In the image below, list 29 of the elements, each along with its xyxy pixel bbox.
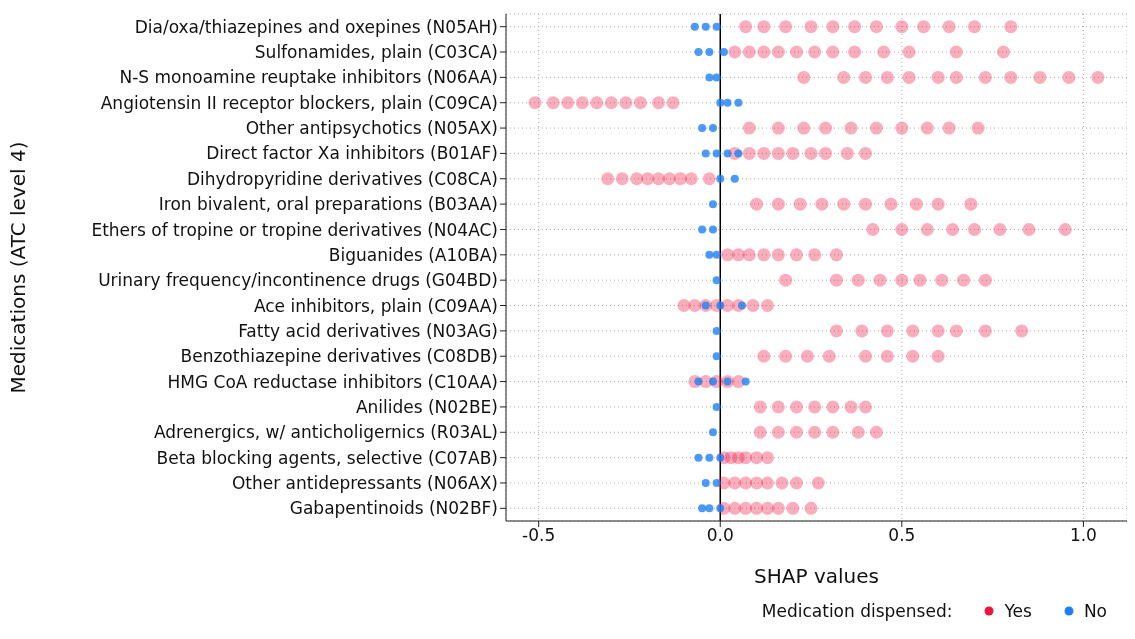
x-tick-label: 0.0	[706, 525, 734, 546]
legend-label: No	[1083, 601, 1107, 621]
y-tick-label: Adrenergics, w/ anticholigernics (R03AL)	[153, 422, 498, 443]
x-tick-label: -0.5	[522, 525, 556, 546]
y-tick-label: Sulfonamides, plain (C03CA)	[254, 42, 498, 63]
y-tick-label: Angiotensin II receptor blockers, plain (C09CA)	[100, 92, 498, 113]
y-tick-label: Urinary frequency/incontinence drugs (G04BD)	[98, 270, 498, 291]
legend-title: Medication dispensed:	[761, 601, 953, 621]
x-tick-label: 1.0	[1069, 525, 1097, 546]
y-tick-label: HMG CoA reductase inhibitors (C10AA)	[167, 371, 498, 392]
y-tick-label: Iron bivalent, oral preparations (B03AA)	[158, 194, 498, 215]
y-tick-label: Ace inhibitors, plain (C09AA)	[253, 295, 498, 316]
legend-label: Yes	[1004, 601, 1032, 621]
x-axis-title: SHAP values	[754, 564, 879, 588]
y-tick-label: Benzothiazepine derivatives (C08DB)	[180, 346, 498, 367]
y-tick-label: Other antidepressants (N06AX)	[231, 473, 498, 494]
y-tick-label: Beta blocking agents, selective (C07AB)	[156, 447, 498, 468]
y-tick-label: Fatty acid derivatives (N03AG)	[238, 320, 498, 341]
y-axis-title: Medications (ATC level 4)	[6, 141, 31, 394]
y-tick-label: Biguanides (A10BA)	[328, 244, 498, 265]
y-tick-label: Ethers of tropine or tropine derivatives (N04AC)	[91, 219, 498, 240]
y-tick-label: Direct factor Xa inhibitors (B01AF)	[206, 143, 498, 164]
y-tick-label: N-S monoamine reuptake inhibitors (N06AA)	[119, 67, 498, 88]
y-tick-label: Anilides (N02BE)	[355, 396, 498, 417]
y-tick-label: Gabapentinoids (N02BF)	[289, 498, 498, 519]
x-tick-label: 0.5	[888, 525, 916, 546]
y-tick-label: Dia/oxa/thiazepines and oxepines (N05AH)	[134, 16, 498, 37]
y-tick-label: Dihydropyridine derivatives (C08CA)	[186, 168, 498, 189]
y-tick-label: Other antipsychotics (N05AX)	[245, 118, 498, 139]
